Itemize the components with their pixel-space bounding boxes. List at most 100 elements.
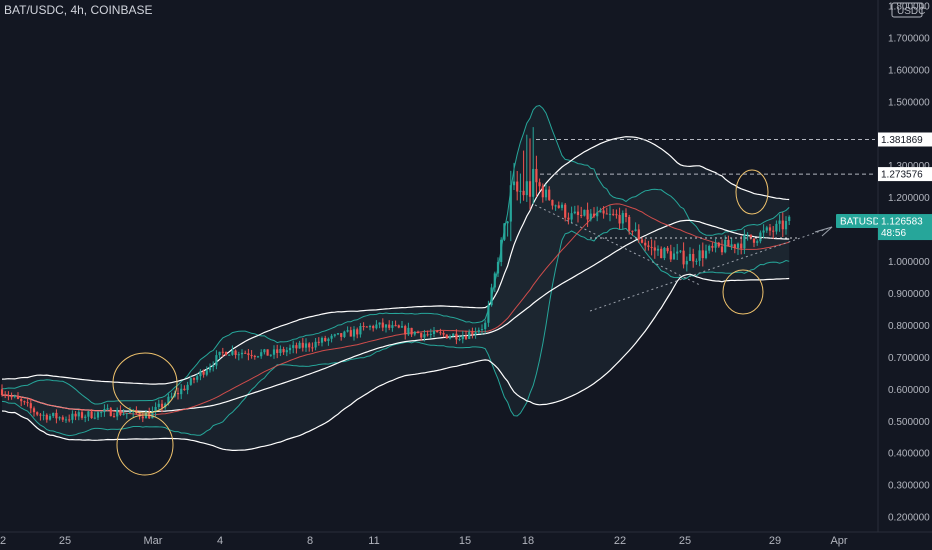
candle: [52, 412, 55, 419]
candle-body: [522, 190, 525, 196]
candle: [727, 235, 730, 247]
candle: [362, 322, 365, 331]
candle-body: [109, 408, 112, 417]
candle: [298, 340, 301, 349]
annotation-circle: [116, 414, 174, 476]
price-tick-label: 0.700000: [888, 353, 930, 364]
candle-body: [736, 243, 740, 248]
candle: [212, 361, 215, 372]
candle-body: [346, 330, 349, 332]
candle: [519, 173, 522, 204]
candle-body: [352, 329, 356, 337]
candle-body: [119, 410, 122, 415]
candle: [39, 412, 42, 421]
candle-body: [410, 327, 413, 335]
candle: [455, 329, 458, 345]
candle: [711, 242, 714, 252]
candle: [650, 239, 653, 256]
candle: [263, 348, 266, 355]
time-tick-label: 25: [59, 535, 71, 547]
candle: [29, 398, 32, 414]
candle: [93, 412, 96, 420]
candle: [676, 243, 679, 261]
candle-body: [308, 343, 311, 348]
price-tick-label: 0.600000: [888, 385, 930, 396]
candle-body: [461, 335, 464, 340]
candle: [634, 222, 637, 232]
candle-body: [596, 212, 599, 217]
candle: [394, 320, 397, 327]
candle: [512, 162, 516, 191]
candle-body: [170, 396, 173, 398]
candle: [605, 207, 608, 215]
trend-drawings: [112, 169, 833, 476]
candle-body: [359, 325, 362, 335]
candle: [7, 391, 10, 401]
candle: [308, 342, 311, 352]
candle: [525, 134, 528, 202]
candle-body: [231, 350, 234, 355]
candle: [96, 411, 100, 421]
candle-body: [724, 239, 727, 253]
candle-body: [730, 244, 733, 247]
candle: [554, 204, 557, 211]
candle: [487, 300, 490, 327]
candle: [45, 413, 48, 423]
candle-body: [356, 329, 359, 335]
candle-body: [743, 234, 746, 249]
candle: [272, 345, 276, 359]
candle: [586, 202, 589, 228]
candle: [10, 392, 13, 400]
candle-body: [157, 403, 160, 407]
level-tag-box: [878, 167, 932, 182]
candle-body: [68, 419, 71, 421]
candle-body: [432, 330, 436, 334]
candle-body: [458, 339, 461, 341]
candle-body: [71, 413, 74, 420]
candle-body: [266, 349, 269, 356]
candle-body: [548, 189, 551, 200]
candle-body: [400, 326, 404, 328]
candle: [516, 170, 519, 201]
candle: [784, 216, 788, 235]
candle-body: [87, 411, 90, 417]
candle-body: [48, 416, 52, 420]
candle: [714, 239, 717, 253]
candle-body: [647, 245, 650, 247]
price-axis[interactable]: 1.800000 1.700000 1.600000 1.500000 1.300000…: [877, 0, 930, 532]
candle: [189, 375, 192, 386]
candle: [413, 331, 416, 337]
candle-body: [519, 190, 522, 192]
candle: [765, 225, 768, 233]
time-axis[interactable]: 2 25 Mar 4 8 11 15 18 22 25 29 Apr: [0, 531, 932, 547]
candle: [23, 400, 26, 405]
candle: [445, 334, 448, 339]
candle: [772, 226, 775, 239]
candle: [48, 413, 52, 421]
candle: [439, 328, 442, 336]
candle: [528, 138, 532, 210]
candle-body: [618, 214, 621, 224]
candle: [231, 345, 234, 356]
time-tick-label: 22: [614, 535, 626, 547]
candle: [567, 212, 570, 225]
candle: [484, 320, 487, 334]
candle: [0, 384, 4, 397]
candle-body: [208, 367, 212, 371]
candle-body: [244, 352, 247, 354]
candle: [397, 324, 400, 329]
level-tag-value: 1.273576: [881, 170, 923, 181]
candle-body: [423, 334, 426, 338]
candle-body: [573, 211, 576, 214]
candle-body: [384, 324, 388, 328]
candle: [544, 184, 548, 201]
candle-body: [45, 414, 48, 420]
candle-body: [608, 213, 612, 215]
candle-body: [420, 333, 423, 338]
candle-body: [237, 354, 240, 356]
candle-body: [189, 378, 192, 385]
candle: [704, 244, 708, 260]
candle-body: [202, 371, 205, 375]
candle-body: [711, 245, 714, 248]
